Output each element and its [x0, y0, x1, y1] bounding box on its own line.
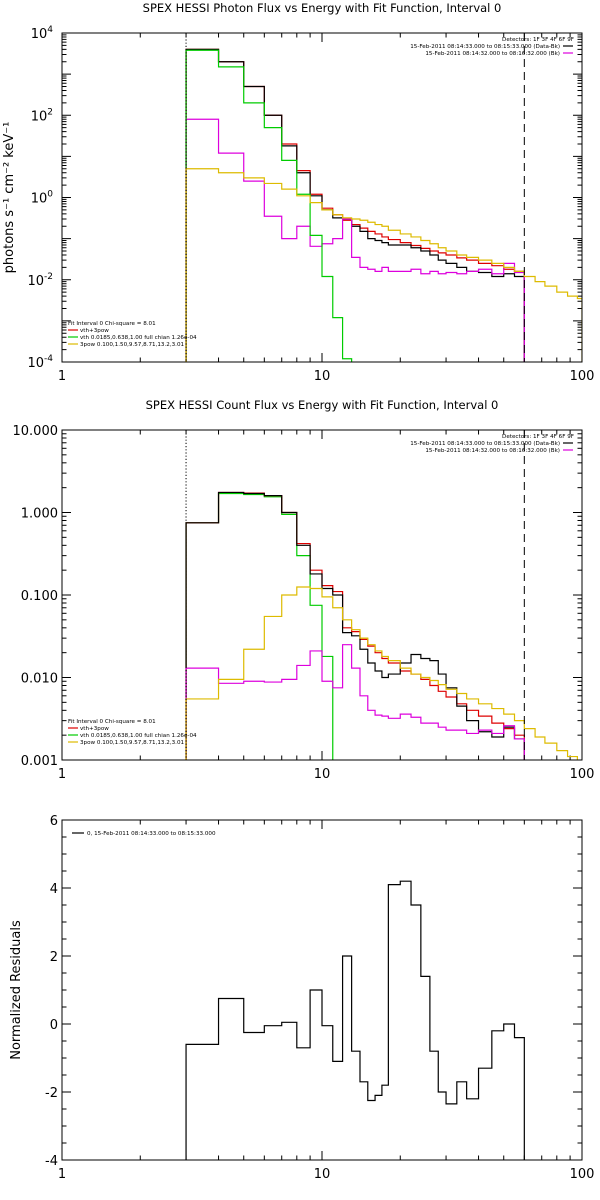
- plot-frame: [61, 32, 583, 363]
- y-tick-label: 10-2: [27, 272, 53, 289]
- y-axis-label: Normalized Residuals: [9, 920, 24, 1060]
- series-line-4: [185, 49, 361, 362]
- series-group: [185, 880, 525, 1160]
- chart-panel-2: SPEX HESSI Count Flux vs Energy with Fit…: [13, 398, 595, 782]
- y-tick-exponent: -2: [44, 272, 53, 282]
- legend-entry: Detectors: 1F 3F 4F 6F 9F: [502, 434, 574, 440]
- y-axis-label: photons s⁻¹ cm⁻² keV⁻¹: [2, 122, 17, 274]
- y-tick-label: 0.001: [21, 754, 58, 769]
- legend-entry: 15-Feb-2011 08:14:33.000 to 08:15:33.000…: [410, 44, 560, 50]
- y-tick-label: -2: [45, 1086, 58, 1101]
- x-tick-label: 10: [314, 369, 331, 384]
- y-tick-base: 10: [31, 192, 48, 207]
- y-tick-label: 10.000: [13, 424, 59, 439]
- y-tick-label: 6: [50, 814, 58, 829]
- chart-panel-3: 1 10 100 -4 -2 0 2 4 6 Normalized Residuals 0, 15-…: [9, 814, 594, 1182]
- x-tick-label: 100: [570, 767, 595, 782]
- y-tick-label: 0: [50, 1018, 58, 1033]
- bottom-legend: Fit Interval 0 Chi-square = 8.01vth+3pow…: [68, 719, 197, 746]
- legend-entry: vth+3pow: [80, 328, 109, 334]
- legend-entry: vth 0.0185,0.638,1.00 full chian 1.26e-0…: [80, 733, 197, 739]
- legend-entry: 3pow 0.100,1.50,9.57,8.71,13.2,3.01: [80, 740, 185, 746]
- y-axis: 0.001 0.010 0.100 1.000 10.000: [13, 424, 582, 769]
- legend-entry: vth 0.0185,0.638,1.00 full chian 1.26e-0…: [80, 335, 197, 341]
- series-line-1: [185, 880, 525, 1160]
- legend-entry: vth+3pow: [80, 726, 109, 732]
- y-tick-exponent: 4: [47, 25, 53, 35]
- series-line-2: [185, 491, 525, 760]
- chart-title: SPEX HESSI Photon Flux vs Energy with Fi…: [143, 1, 502, 15]
- y-tick-base: 10: [31, 109, 48, 124]
- x-tick-label: 10: [314, 1167, 331, 1182]
- series-line-3: [185, 491, 525, 760]
- legend-entry: 0, 15-Feb-2011 08:14:33.000 to 08:15:33.…: [87, 831, 216, 837]
- series-line-4: [185, 644, 525, 760]
- y-tick-label: 2: [50, 950, 58, 965]
- legend-entry: 15-Feb-2011 08:14:32.000 to 08:16:32.000…: [425, 51, 560, 57]
- y-tick-base: 10: [27, 274, 44, 289]
- x-tick-label: 1: [58, 767, 66, 782]
- x-tick-label: 1: [58, 369, 66, 384]
- series-line-5: [185, 168, 582, 362]
- y-tick-label: 102: [31, 107, 53, 124]
- legend-entry: Detectors: 1F 3F 4F 6F 9F: [502, 37, 574, 43]
- x-axis: 1 10 100: [58, 820, 595, 1182]
- legend-entry: 15-Feb-2011 08:14:32.000 to 08:16:32.000…: [425, 448, 560, 454]
- series-group: [185, 491, 582, 760]
- y-tick-label: 100: [31, 190, 54, 207]
- y-tick-exponent: 2: [47, 107, 53, 117]
- y-tick-base: 10: [31, 27, 48, 42]
- y-tick-label: 104: [31, 25, 54, 42]
- y-tick-exponent: 0: [47, 190, 53, 200]
- legend-entry: 3pow 0.100,1.50,9.57,8.71,13.2,3.01: [80, 342, 185, 348]
- series-line-5: [185, 586, 582, 760]
- legend-entry: Fit Interval 0 Chi-square = 8.01: [68, 719, 156, 725]
- y-tick-label: 1.000: [21, 507, 58, 522]
- series-line-1: [185, 48, 525, 362]
- y-tick-label: 10-4: [27, 354, 53, 371]
- x-tick-label: 100: [570, 1167, 595, 1182]
- legend-entry: 15-Feb-2011 08:14:33.000 to 08:15:33.000…: [410, 441, 560, 447]
- bottom-legend: Fit Interval 0 Chi-square = 8.01vth+3pow…: [68, 321, 197, 348]
- y-tick-label: -4: [45, 1154, 58, 1169]
- x-axis: 1 10 100: [58, 33, 595, 384]
- y-tick-base: 10: [27, 356, 44, 371]
- y-tick-label: 0.010: [21, 672, 58, 687]
- series-line-3: [185, 118, 525, 362]
- x-tick-label: 1: [58, 1167, 66, 1182]
- y-tick-exponent: -4: [44, 354, 53, 364]
- plot-frame: [61, 819, 583, 1161]
- x-tick-label: 10: [314, 767, 331, 782]
- chart-panel-1: SPEX HESSI Photon Flux vs Energy with Fi…: [2, 1, 595, 384]
- y-tick-label: 4: [50, 882, 58, 897]
- series-group: [185, 48, 582, 362]
- series-line-1: [185, 492, 334, 760]
- plot-frame: [61, 429, 583, 761]
- legend-entry: Fit Interval 0 Chi-square = 8.01: [68, 321, 156, 327]
- y-axis: -4 -2 0 2 4 6: [45, 814, 582, 1169]
- y-tick-label: 0.100: [21, 589, 58, 604]
- x-tick-label: 100: [570, 369, 595, 384]
- chart-title: SPEX HESSI Count Flux vs Energy with Fit…: [146, 398, 499, 412]
- series-line-2: [185, 48, 525, 362]
